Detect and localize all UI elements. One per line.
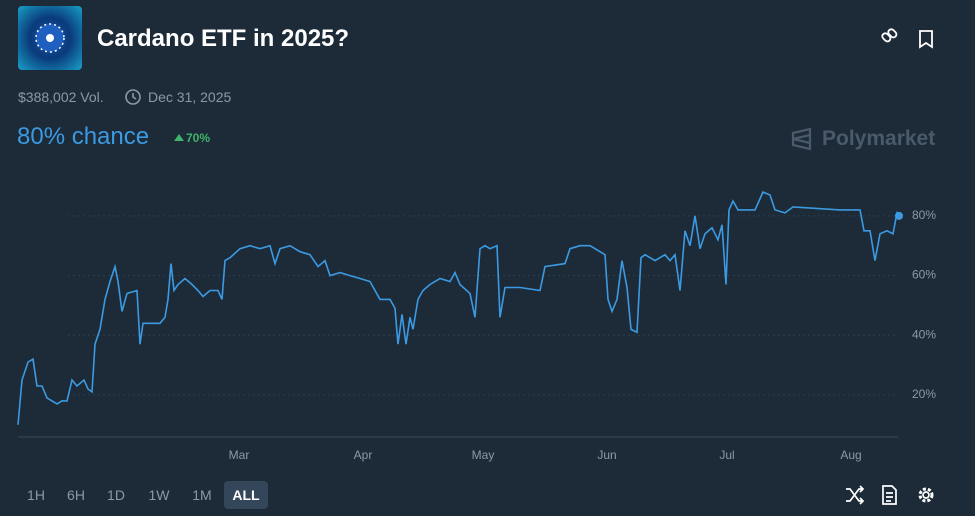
chart: 20% 40% 60% 80% Mar Apr May Jun Jul Aug xyxy=(17,190,936,462)
y-tick-label: 40% xyxy=(912,327,936,341)
x-tick-label: Jun xyxy=(597,448,616,462)
change: 70% xyxy=(186,131,211,145)
brand-logo xyxy=(791,127,812,151)
x-tick-label: Aug xyxy=(840,448,861,462)
range-button[interactable]: ALL xyxy=(224,481,268,509)
shuffle-button[interactable] xyxy=(846,485,865,505)
y-tick-label: 20% xyxy=(912,387,936,401)
icon-art xyxy=(35,23,65,53)
y-tick-label: 80% xyxy=(912,208,936,222)
current-point xyxy=(895,211,903,220)
chart-tools xyxy=(846,485,934,505)
range-button[interactable]: 1D xyxy=(107,487,125,503)
clock-icon xyxy=(125,89,141,105)
brand: Polymarket xyxy=(822,127,936,150)
price-line xyxy=(17,190,900,425)
range-button[interactable]: 1M xyxy=(192,487,212,503)
bookmark-button[interactable] xyxy=(919,30,933,49)
market-icon xyxy=(18,6,82,70)
up-arrow xyxy=(174,134,184,141)
y-tick-label: 60% xyxy=(912,268,936,282)
range-button[interactable]: 1H xyxy=(27,487,45,503)
settings-button[interactable] xyxy=(918,487,934,503)
link-button[interactable] xyxy=(881,28,898,43)
x-tick-label: Jul xyxy=(719,448,734,462)
chance: 80% chance xyxy=(17,123,150,150)
range-button[interactable]: 6H xyxy=(67,487,85,503)
x-tick-label: May xyxy=(472,448,495,462)
header-actions xyxy=(881,28,933,49)
x-tick-label: Mar xyxy=(229,448,250,462)
end-date: Dec 31, 2025 xyxy=(148,89,232,105)
rules-button[interactable] xyxy=(882,485,897,505)
volume: $388,002 Vol. xyxy=(18,89,104,105)
x-tick-label: Apr xyxy=(354,448,373,462)
range-button[interactable]: 1W xyxy=(148,487,170,503)
title: Cardano ETF in 2025? xyxy=(97,25,350,52)
